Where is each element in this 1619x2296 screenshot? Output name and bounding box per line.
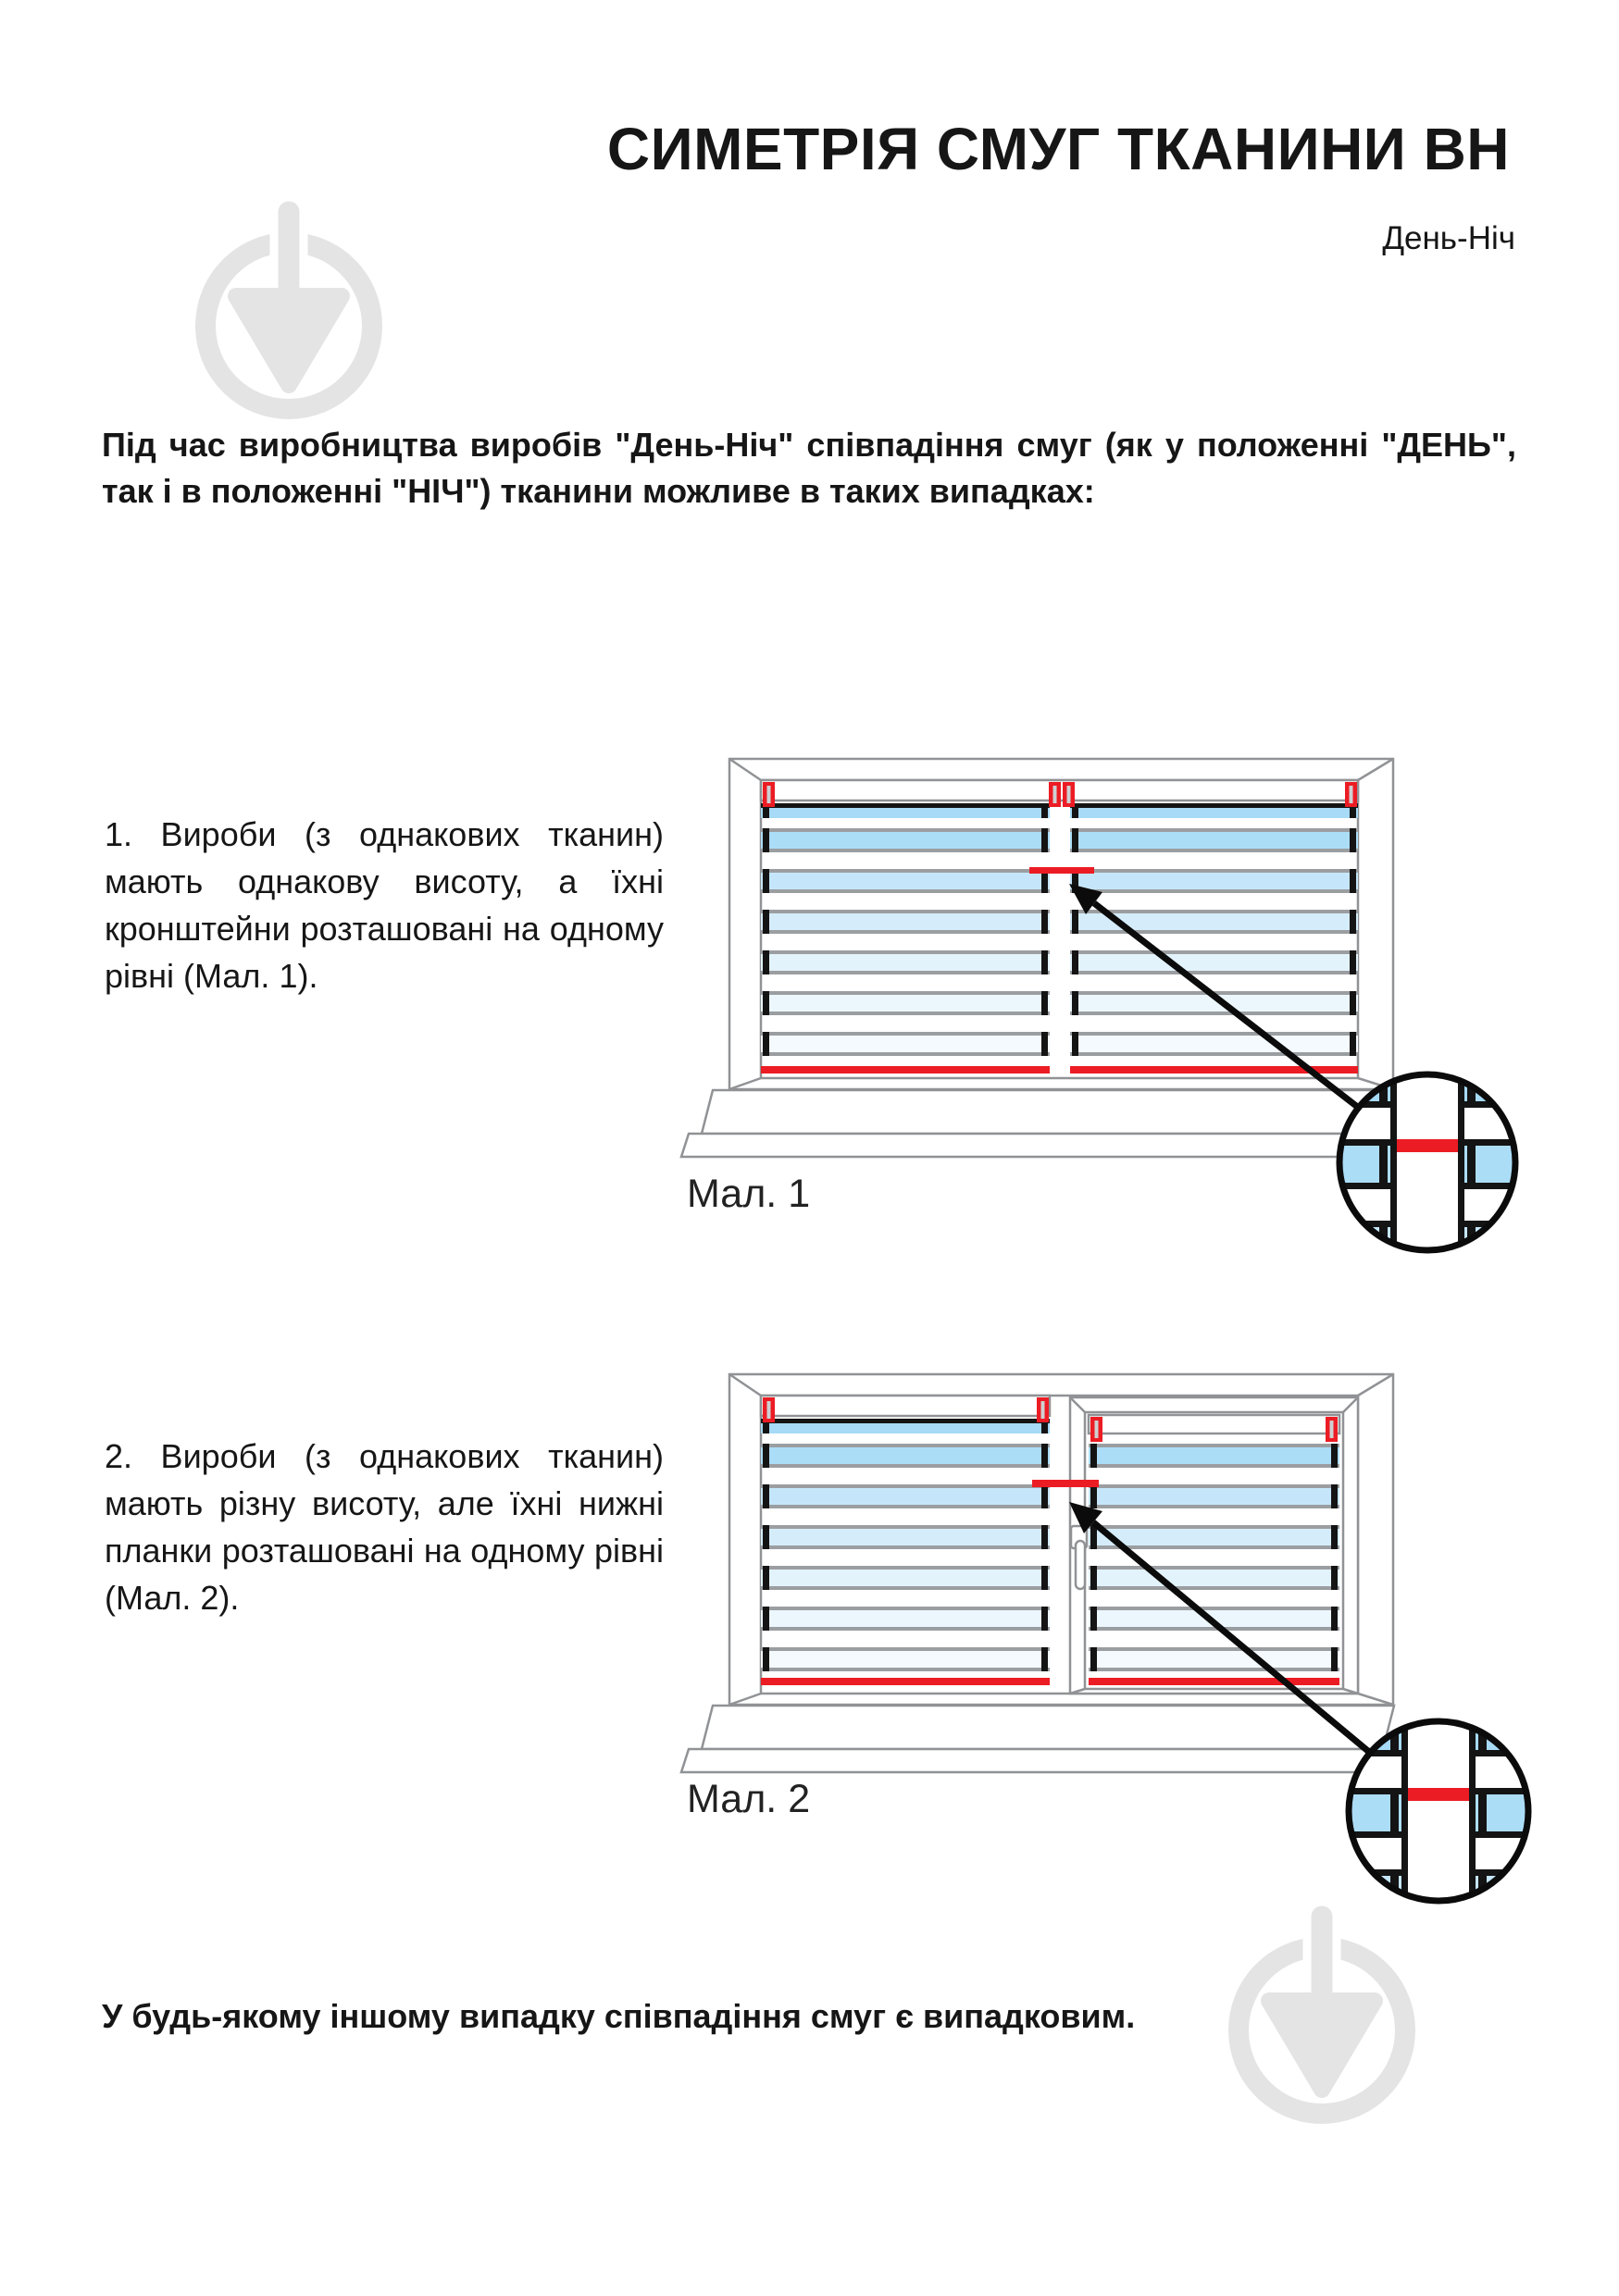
watermark-triangle (228, 288, 350, 393)
brand-watermark-icon (1228, 1897, 1415, 2124)
window-handle-icon (1069, 1524, 1089, 1591)
blind-left-panel (759, 1394, 1052, 1685)
pointer-arrow (1069, 1502, 1405, 1782)
bottom-rail-left (761, 1066, 1050, 1074)
footer-note: У будь-якому іншому випадку співпадіння … (102, 1997, 1136, 2035)
blind-right-panel (1087, 1413, 1341, 1685)
bottom-rail-right (1070, 1066, 1358, 1074)
window-sill (679, 1704, 1396, 1774)
figure-1-caption: Мал. 1 (687, 1172, 811, 1216)
page-subtitle: День-Ніч (1382, 220, 1515, 256)
mounting-brackets (763, 782, 1357, 807)
stripe-alignment-line (1029, 867, 1094, 874)
watermark-stem (269, 192, 308, 305)
top-rail (759, 1394, 1052, 1418)
figure-2-illustration (679, 1372, 1532, 1905)
bottom-rail-left (761, 1678, 1050, 1685)
blind-left-panel (761, 803, 1050, 1074)
top-rail (1087, 1413, 1341, 1435)
item-1-text: 1. Вироби (з однакових тканин) мають одн… (105, 815, 664, 996)
bottom-rail-right (1089, 1678, 1339, 1685)
stripe-alignment-line (1032, 1480, 1099, 1487)
item-2-text: 2. Вироби (з однакових тканин) мають різ… (105, 1437, 664, 1618)
page-title: СИМЕТРІЯ СМУГ ТКАНИНИ ВН (606, 116, 1510, 182)
pointer-arrow (1069, 884, 1391, 1134)
magnifier-detail (1336, 1071, 1519, 1254)
blind-right-panel (1070, 803, 1358, 1074)
brand-watermark-icon (195, 192, 382, 419)
window-sill (679, 1088, 1396, 1159)
watermark-triangle (1261, 1992, 1383, 2098)
intro-paragraph: Під час виробництва виробів "День-Ніч" с… (102, 426, 1516, 511)
figure-1-illustration (679, 757, 1519, 1254)
figure-2-caption: Мал. 2 (687, 1777, 811, 1821)
